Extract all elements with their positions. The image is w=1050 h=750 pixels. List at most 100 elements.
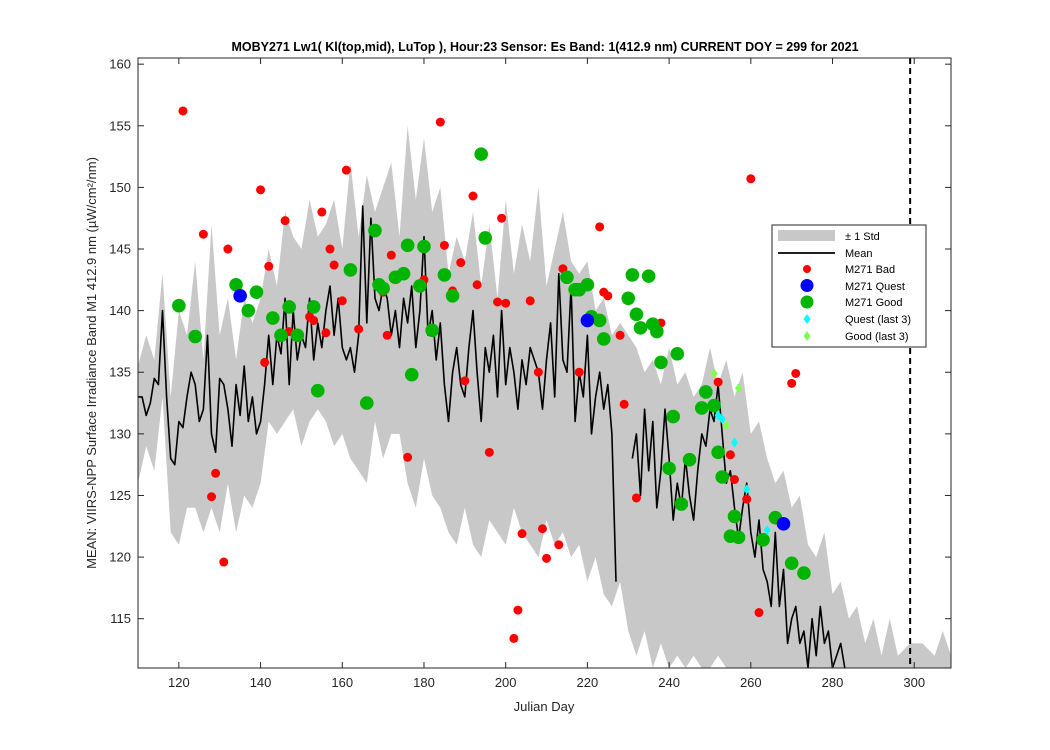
bad-point-47 (574, 367, 584, 377)
mean-line-layer (138, 205, 846, 668)
legend-label-good: M271 Good (845, 297, 902, 309)
good-point-49 (699, 385, 713, 399)
bad-point-10 (280, 216, 290, 226)
y-tick-label: 130 (109, 426, 131, 441)
bad-point-3 (207, 492, 217, 502)
bad-point-60 (754, 608, 764, 618)
legend-swatch-good-last3 (803, 331, 811, 341)
y-tick-label: 150 (109, 180, 131, 195)
good-point-31 (580, 277, 595, 292)
bad-point-7 (256, 185, 266, 195)
good-point-26 (474, 147, 488, 161)
legend-label-quest: M271 Quest (845, 281, 905, 293)
good-point-58 (784, 556, 799, 571)
std-band-layer (138, 125, 951, 668)
bad-point-35 (497, 213, 507, 223)
good-point-14 (368, 223, 382, 238)
good-point-12 (343, 263, 358, 277)
good-point-50 (707, 398, 721, 413)
bad-point-9 (264, 261, 274, 271)
good-point-6 (266, 311, 280, 325)
good-last3-point-1 (710, 368, 718, 379)
legend-label-quest-last3: Quest (last 3) (845, 314, 911, 326)
bad-point-42 (537, 524, 547, 534)
quest-point-2 (580, 313, 595, 328)
good-point-9 (290, 328, 305, 343)
good-point-41 (650, 324, 664, 339)
bad-point-23 (386, 250, 396, 260)
good-point-23 (425, 323, 439, 338)
bad-point-29 (456, 258, 466, 268)
bad-point-31 (468, 191, 478, 201)
x-tick-label: 140 (250, 675, 272, 690)
bad-point-58 (742, 494, 752, 504)
chart-title: MOBY271 Lw1( Kl(top,mid), LuTop ), Hour:… (231, 40, 858, 54)
quest-point-1 (233, 289, 247, 303)
good-point-4 (241, 303, 256, 318)
good-point-56 (756, 533, 770, 547)
bad-point-27 (439, 240, 449, 250)
bad-point-18 (337, 296, 347, 306)
bad-point-30 (460, 376, 470, 386)
legend-label-good-last3: Good (last 3) (845, 331, 909, 343)
bad-point-24 (403, 452, 413, 462)
x-tick-label: 160 (331, 675, 353, 690)
bad-point-26 (435, 117, 445, 127)
bad-point-33 (484, 447, 494, 457)
y-tick-label: 155 (109, 118, 131, 133)
bad-point-36 (501, 298, 511, 308)
good-point-10 (306, 300, 321, 314)
bad-point-15 (321, 328, 331, 338)
x-tick-label: 240 (658, 675, 680, 690)
y-tick-label: 135 (109, 365, 131, 380)
legend-swatch-quest (800, 279, 814, 292)
y-tick-label: 145 (109, 242, 131, 257)
legend-swatch-bad (803, 265, 811, 273)
good-point-46 (674, 497, 689, 511)
good-point-21 (413, 279, 427, 293)
good-last3-point-2 (722, 420, 730, 431)
good-point-16 (376, 281, 390, 296)
good-point-43 (662, 461, 676, 476)
quest-point-3 (776, 517, 791, 531)
quest-last3-point-5 (763, 524, 771, 535)
bad-point-38 (513, 605, 523, 615)
quest-last3-point-3 (730, 437, 738, 448)
good-point-48 (694, 401, 709, 415)
bad-point-16 (325, 244, 335, 254)
legend-swatch-quest-last3 (803, 314, 811, 324)
good-point-36 (625, 268, 640, 282)
good-point-8 (282, 300, 296, 314)
x-tick-label: 180 (413, 675, 435, 690)
bad-point-39 (517, 529, 527, 539)
bad-point-8 (260, 357, 270, 367)
std-band (138, 125, 951, 668)
good-point-7 (274, 328, 288, 343)
legend-swatch-std (778, 230, 835, 241)
good-point-39 (641, 269, 656, 283)
y-tick-label: 140 (109, 303, 131, 318)
bad-point-52 (619, 399, 629, 409)
bad-point-61 (787, 378, 797, 388)
bad-point-13 (309, 315, 319, 325)
bad-point-51 (615, 330, 625, 340)
bad-point-32 (472, 280, 482, 290)
good-point-33 (592, 313, 607, 328)
good-point-25 (445, 289, 460, 303)
good-point-38 (633, 321, 648, 335)
good-point-44 (666, 409, 680, 424)
x-axis-label: Julian Day (514, 699, 575, 714)
good-point-1 (172, 298, 186, 313)
good-point-22 (417, 239, 431, 254)
bad-point-17 (329, 260, 339, 270)
bad-point-6 (223, 244, 233, 254)
bad-point-2 (198, 229, 208, 239)
good-point-54 (727, 509, 742, 524)
bad-point-1 (178, 106, 188, 116)
bad-point-53 (631, 493, 641, 503)
x-tick-label: 300 (903, 675, 925, 690)
good-point-42 (654, 355, 668, 370)
good-point-20 (404, 367, 419, 382)
good-last3-point-3 (735, 383, 743, 394)
